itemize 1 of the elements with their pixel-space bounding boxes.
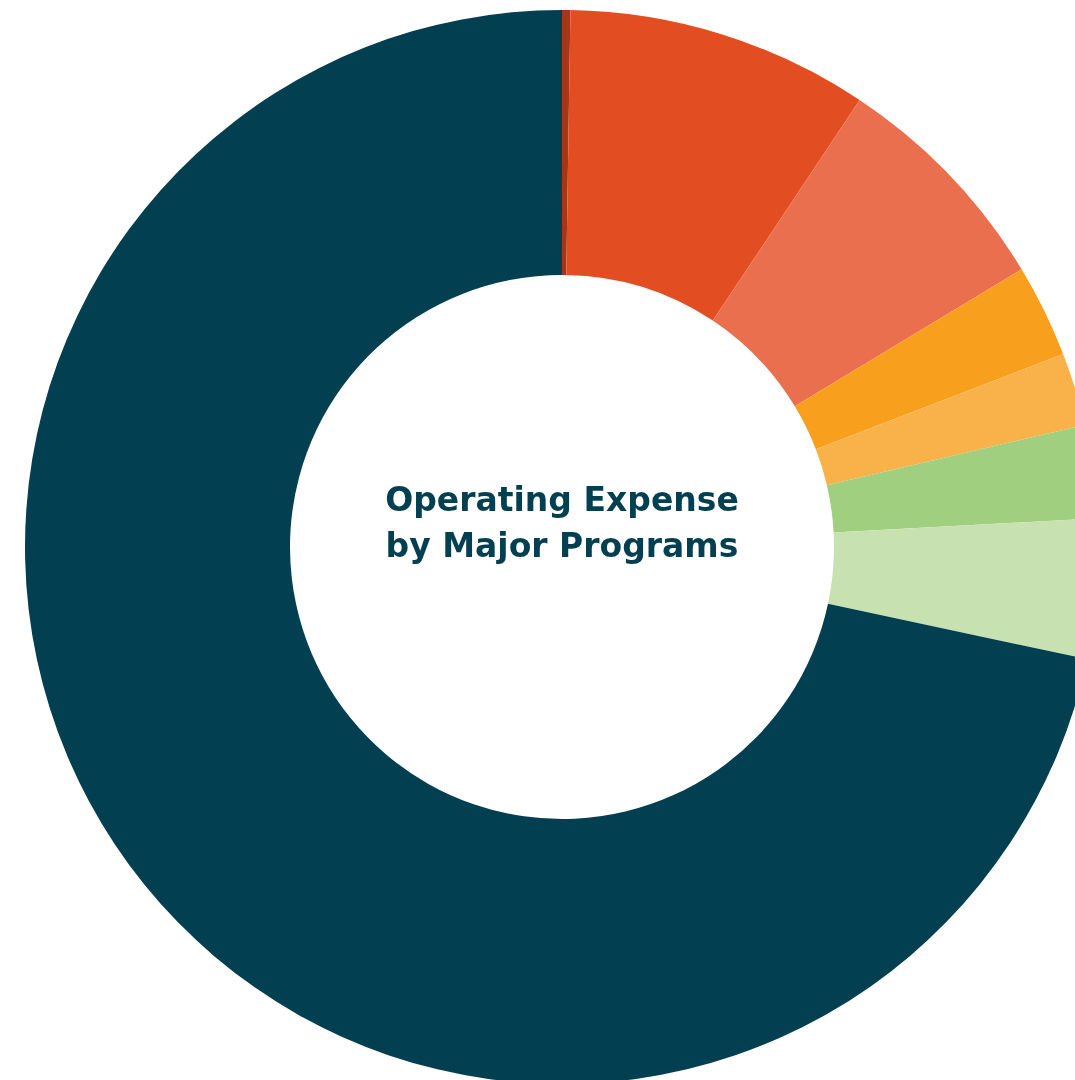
text: Operating Expense by Major Programs (384, 479, 740, 567)
